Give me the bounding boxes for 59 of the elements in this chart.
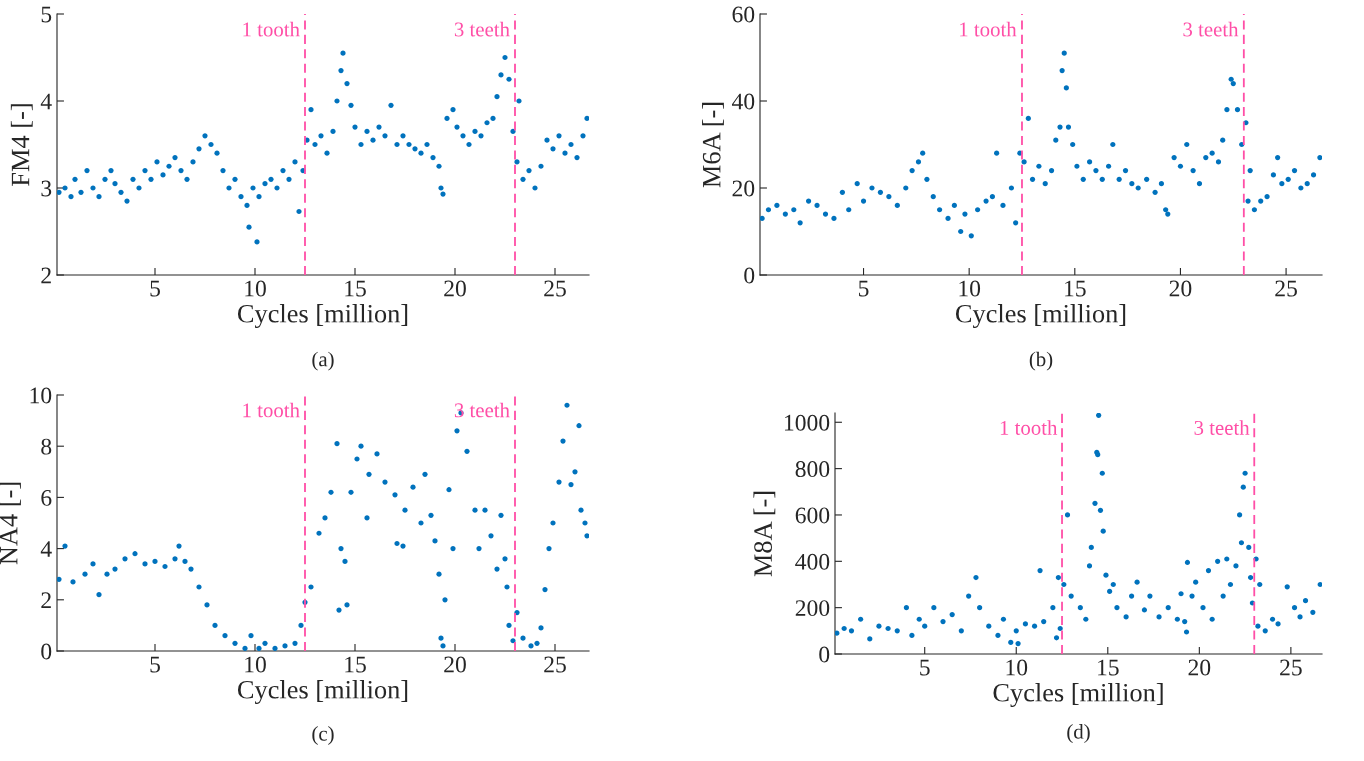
x-tick-label: 10 (245, 280, 266, 297)
x-tick-label: 5 (150, 280, 160, 297)
ref-line-label: 3 teeth (454, 21, 510, 37)
y-tick-label: 400 (795, 553, 830, 570)
x-tick-label: 20 (1188, 659, 1211, 676)
x-axis-title: Cycles [million] (955, 304, 1126, 329)
x-tick-label: 20 (1169, 280, 1192, 297)
x-axis-title: Cycles [million] (237, 304, 408, 329)
y-tick-label: 3 (41, 180, 52, 197)
y-axis-title: M8A [-] (753, 491, 776, 577)
y-tick-label: 4 (40, 93, 52, 110)
y-tick-label: 5 (41, 6, 52, 23)
y-tick-label: 2 (41, 267, 51, 284)
y-tick-label: 60 (732, 6, 755, 23)
y-tick-label: 600 (795, 507, 830, 524)
ref-line-label: 1 tooth (960, 21, 1017, 37)
y-tick-label: 20 (732, 180, 755, 197)
x-tick-label: 20 (444, 656, 466, 673)
text: (d) (1067, 724, 1090, 743)
x-tick-label: 15 (1098, 659, 1119, 676)
x-tick-label: 25 (1280, 659, 1302, 676)
x-tick-label: 25 (544, 280, 566, 297)
x-axis-title: Cycles [million] (237, 680, 408, 705)
x-tick-label: 5 (859, 280, 869, 297)
y-axis-title: FM4 [-] (10, 104, 33, 186)
ref-line-label: 3 teeth (1194, 420, 1250, 435)
y-tick-label: 10 (30, 387, 52, 404)
x-tick-label: 5 (150, 656, 160, 673)
ref-line-label: 1 tooth (1000, 420, 1058, 435)
ref-line-label: 3 teeth (1183, 21, 1239, 37)
x-tick-label: 10 (245, 656, 266, 673)
y-tick-label: 0 (819, 646, 830, 663)
y-axis-title: M6A [-] (702, 102, 724, 188)
y-axis-title: NA4 [-] (0, 482, 21, 565)
text: (b) (1029, 351, 1053, 371)
ref-line-label: 1 tooth (243, 21, 300, 37)
x-tick-label: 15 (345, 656, 366, 673)
x-tick-label: 15 (345, 280, 366, 297)
x-tick-label: 10 (1006, 659, 1028, 676)
x-tick-label: 10 (959, 280, 981, 297)
x-tick-label: 5 (920, 659, 930, 676)
x-tick-label: 20 (444, 280, 466, 297)
y-tick-label: 200 (795, 600, 830, 617)
y-tick-label: 1000 (784, 414, 830, 431)
ref-line-label: 1 tooth (243, 402, 300, 418)
y-tick-label: 2 (41, 592, 51, 608)
x-tick-label: 25 (544, 656, 566, 673)
text: (a) (312, 351, 334, 371)
y-tick-label: 4 (40, 541, 52, 557)
y-tick-label: 0 (744, 267, 755, 284)
y-tick-label: 8 (41, 438, 52, 455)
x-tick-label: 25 (1275, 280, 1297, 297)
text: (c) (312, 726, 334, 745)
y-tick-label: 800 (795, 461, 830, 478)
y-tick-label: 0 (41, 643, 52, 660)
y-tick-label: 6 (41, 489, 52, 506)
y-tick-label: 40 (731, 93, 755, 110)
x-axis-title: Cycles [million] (993, 683, 1163, 708)
x-tick-label: 15 (1065, 280, 1086, 297)
